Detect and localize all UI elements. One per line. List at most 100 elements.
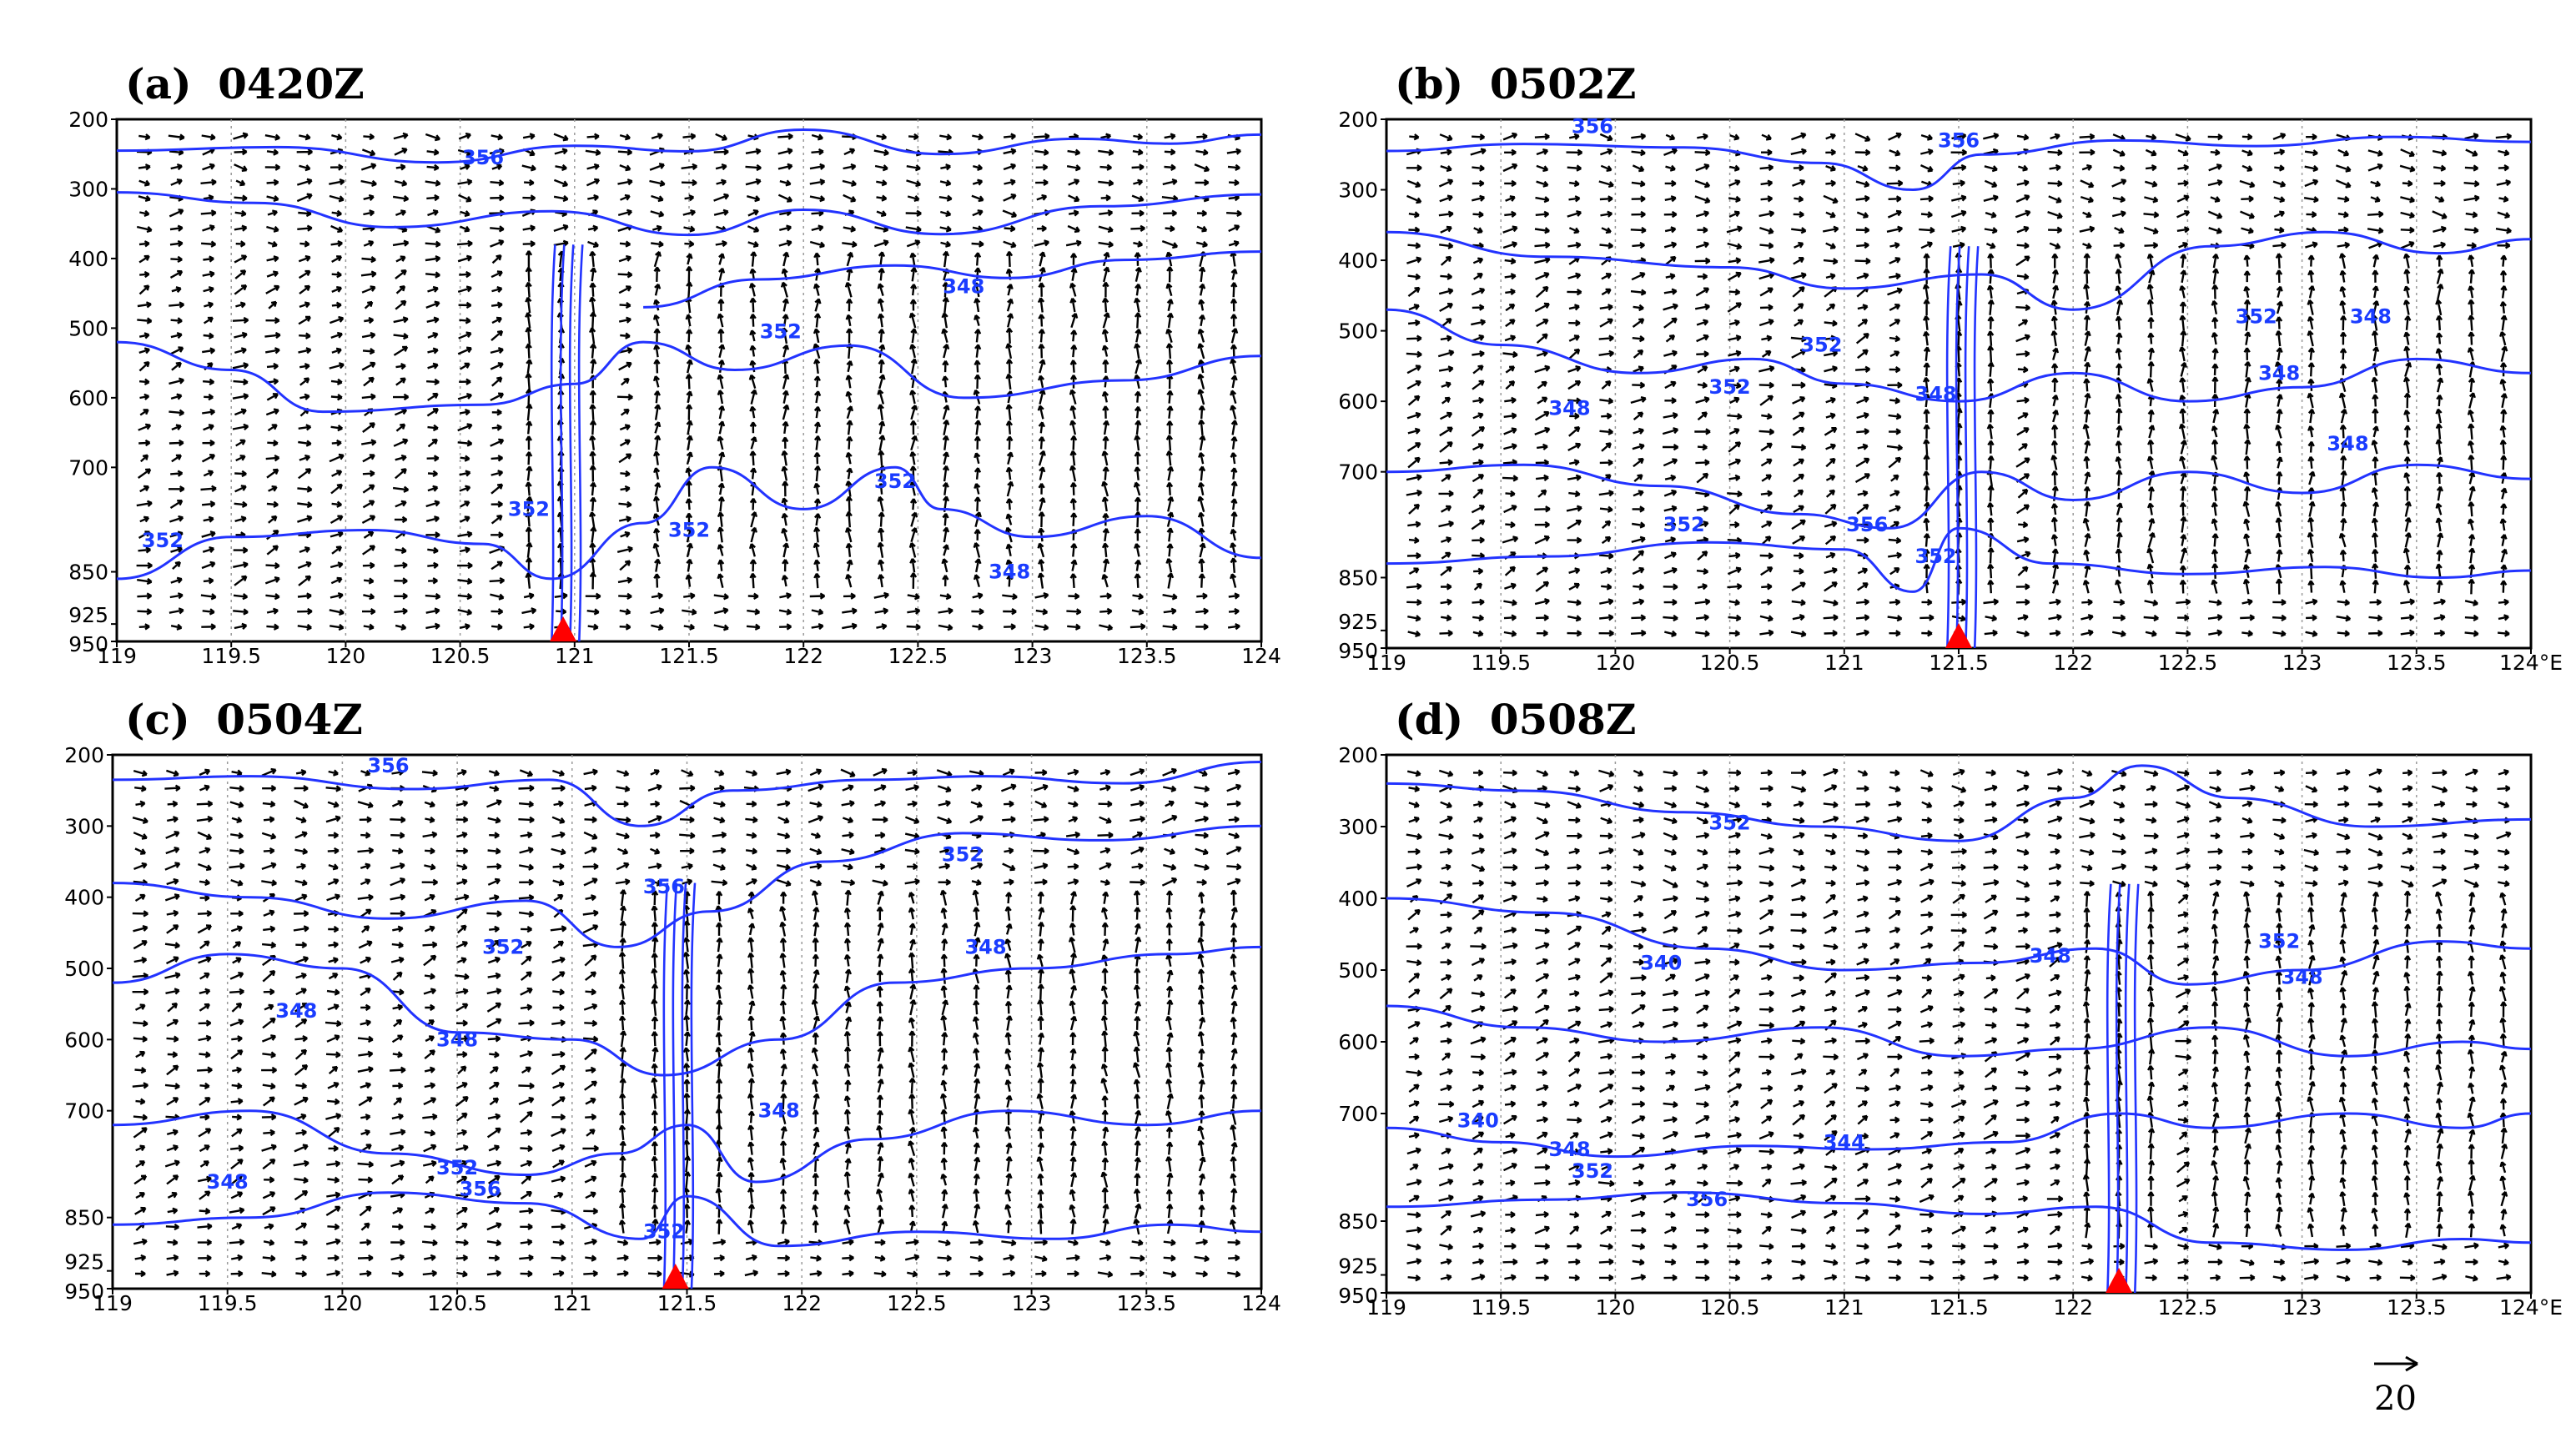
wind-vector <box>1197 389 1205 405</box>
wind-vector <box>2146 133 2157 141</box>
wind-vector <box>683 225 696 233</box>
wind-vector <box>234 575 248 586</box>
wind-vector <box>1728 179 1741 187</box>
wind-vector <box>910 527 918 543</box>
wind-vector <box>232 393 249 400</box>
wind-vector <box>1536 164 1549 173</box>
wind-vector <box>2335 179 2352 189</box>
wind-vector <box>392 194 410 203</box>
wind-vector <box>813 452 821 465</box>
wind-vector <box>1439 133 1453 142</box>
wind-vector <box>361 393 376 400</box>
wind-vector <box>2273 148 2286 156</box>
wind-vector <box>298 347 312 354</box>
wind-vector <box>361 148 376 157</box>
wind-vector <box>298 424 312 431</box>
wind-vector <box>974 267 982 282</box>
wind-vector <box>1100 133 1112 140</box>
wind-vector <box>2145 164 2157 172</box>
contour-label: 344 <box>1824 1130 1865 1154</box>
wind-vector <box>459 408 470 416</box>
wind-vector <box>1230 358 1237 375</box>
wind-vector <box>842 179 857 187</box>
panel-a-time: 0420Z <box>218 59 365 108</box>
wind-vector <box>750 526 757 543</box>
wind-vector <box>942 512 949 526</box>
wind-vector <box>1165 481 1174 495</box>
wind-vector <box>2050 133 2060 140</box>
wind-vector <box>1984 165 1998 173</box>
contour-line <box>116 465 1262 581</box>
wind-vector <box>234 622 248 630</box>
wind-vector <box>749 497 757 510</box>
wind-vector <box>972 133 984 141</box>
wind-vector <box>360 270 377 278</box>
wind-vector <box>362 454 375 463</box>
wind-vector <box>331 439 342 447</box>
wind-vector <box>2370 180 2382 188</box>
wind-vector <box>202 270 215 278</box>
wind-vector <box>909 344 917 359</box>
wind-vector <box>169 239 184 248</box>
wind-vector <box>1037 375 1045 389</box>
wind-vector <box>686 558 693 572</box>
wind-vector <box>202 439 215 447</box>
wind-vector <box>1070 543 1078 557</box>
wind-vector <box>394 561 408 569</box>
wind-vector <box>1406 179 1421 189</box>
wind-vector <box>234 254 248 264</box>
wind-vector <box>526 495 533 512</box>
wind-vector <box>1194 163 1210 173</box>
wind-vector <box>718 405 726 420</box>
wind-vector <box>685 314 692 327</box>
wind-vector <box>1197 511 1205 527</box>
wind-vector <box>745 163 762 172</box>
wind-vector <box>235 179 246 187</box>
wind-vector <box>393 438 409 447</box>
wind-vector <box>1198 465 1206 481</box>
wind-vector <box>1038 559 1045 572</box>
wind-vector <box>1070 559 1078 571</box>
wind-vector <box>393 332 409 340</box>
wind-vector <box>459 378 471 385</box>
wind-vector <box>138 240 150 248</box>
wind-vector <box>846 405 853 420</box>
wind-vector <box>813 465 822 482</box>
wind-vector <box>266 607 279 615</box>
wind-vector <box>234 209 247 218</box>
wind-vector <box>620 530 631 538</box>
wind-vector <box>685 574 692 587</box>
wind-vector <box>457 239 473 248</box>
wind-vector <box>2272 133 2287 141</box>
wind-vector <box>1196 209 1207 217</box>
wind-vector <box>457 178 473 186</box>
wind-vector <box>522 133 536 140</box>
wind-vector <box>298 468 312 480</box>
x-tick-label: 120.5 <box>430 644 491 668</box>
wind-vector <box>1038 343 1045 359</box>
wind-vector <box>299 240 310 248</box>
wind-vector <box>202 546 215 553</box>
wind-vector <box>1569 179 1580 188</box>
wind-vector <box>942 359 949 373</box>
wind-vector <box>942 451 950 465</box>
wind-vector <box>2241 133 2253 141</box>
wind-vector <box>910 511 918 527</box>
wind-vector <box>394 577 408 585</box>
panel-d: (d) 0508Z 119 119.5 120 120.5 121 121.5 122 122… <box>1338 695 2563 1320</box>
wind-vector <box>362 422 376 433</box>
wind-vector <box>266 194 279 203</box>
wind-vector <box>1007 313 1014 328</box>
wind-vector <box>491 329 504 342</box>
wind-vector <box>878 527 885 542</box>
wind-vector <box>1038 436 1045 450</box>
wind-vector <box>618 500 632 508</box>
wind-vector <box>1162 623 1178 631</box>
wind-vector <box>201 500 216 508</box>
wind-vector <box>2047 148 2063 157</box>
wind-vector <box>588 511 596 527</box>
contour-label: 356 <box>367 754 409 777</box>
wind-vector <box>331 301 342 309</box>
wind-vector <box>330 483 343 495</box>
wind-vector <box>1167 495 1175 512</box>
